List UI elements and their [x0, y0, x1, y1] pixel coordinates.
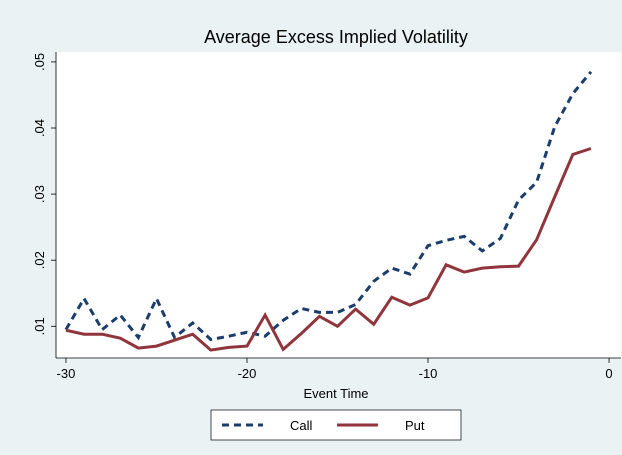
x-tick-label: -10: [419, 366, 438, 381]
x-tick-label: -30: [57, 366, 76, 381]
legend-label: Call: [290, 418, 313, 433]
legend-label: Put: [405, 418, 425, 433]
y-tick-label: .04: [32, 119, 47, 137]
x-tick-label: 0: [605, 366, 612, 381]
series-line: [65, 147, 592, 352]
y-tick-label: .01: [32, 317, 47, 335]
chart-title: Average Excess Implied Volatility: [204, 27, 468, 47]
y-tick-label: .02: [32, 251, 47, 269]
x-tick-label: -20: [238, 366, 257, 381]
series-line: [64, 70, 593, 342]
y-tick-label: .03: [32, 185, 47, 203]
y-tick-label: .05: [32, 53, 47, 71]
x-axis-label: Event Time: [303, 386, 368, 401]
plot-area: [56, 52, 621, 358]
